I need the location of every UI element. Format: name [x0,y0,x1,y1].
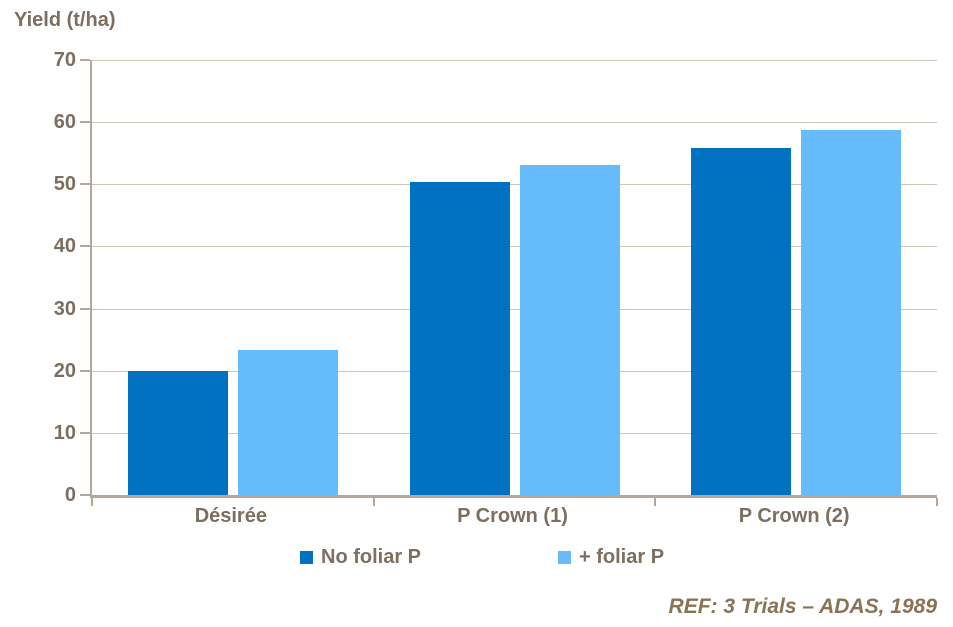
legend-swatch-no-foliar-p-icon [300,551,313,564]
legend-entry-plus-foliar-p: + foliar P [558,546,664,569]
gridline-40 [92,246,937,248]
x-axis-tick [936,498,938,506]
y-tick-label-40: 40 [53,235,76,258]
y-tick-label-20: 20 [53,359,76,382]
gridline-60 [92,122,937,124]
y-tick-label-70: 70 [53,49,76,71]
bar-p-crown-1--plus-foliar-p [519,165,620,495]
y-tick-label-30: 30 [53,297,76,320]
y-tick-label-10: 10 [53,421,76,444]
gridline-10 [92,432,937,434]
reference-note: REF: 3 Trials – ADAS, 1989 [668,595,937,618]
y-axis-tick [80,494,90,496]
category-label-p-crown-2: P Crown (2) [738,505,850,527]
legend-entry-no-foliar-p: No foliar P [300,546,421,569]
bar-p-crown-2--no-foliar-p [691,147,792,495]
category-label-p-crown-1: P Crown (1) [457,505,568,527]
y-tick-label-60: 60 [53,111,76,134]
y-tick-label-50: 50 [53,173,76,196]
y-axis-tick-labels: 0 10 20 30 40 50 60 70 [0,49,76,506]
x-axis-tick [654,498,657,506]
y-axis-tick [80,121,90,124]
legend-swatch-plus-foliar-p-icon [558,551,572,564]
bar-group-1 [92,60,374,495]
x-axis-tick [372,498,375,506]
y-tick-label-0: 0 [64,484,76,506]
x-axis-labels: Désirée P Crown (1) P Crown (2) [90,505,935,528]
bar-p-crown-2--plus-foliar-p [801,129,902,495]
gridline-50 [92,184,937,186]
legend-label-no-foliar-p: No foliar P [321,546,422,568]
legend-label-plus-foliar-p: + foliar P [579,546,665,568]
bars-row [92,60,937,495]
x-axis-tick [91,498,93,506]
gridline-30 [92,308,937,310]
y-axis-title: Yield (t/ha) [14,9,116,31]
bar-group-3 [655,60,937,495]
y-axis-tick [80,183,90,186]
y-axis-tick [80,431,90,434]
y-axis-tick [80,307,90,310]
y-axis-tick [80,369,90,372]
bar-d-sir-e-no-foliar-p [127,370,228,495]
bar-group-2 [374,60,656,495]
plot-area [80,59,938,506]
legend: No foliar P + foliar P [300,546,664,569]
y-axis-tick [80,245,90,248]
gridline-70 [92,60,937,61]
bar-p-crown-1--no-foliar-p [409,181,510,495]
category-label-desiree: Désirée [194,505,267,527]
gridline-20 [92,370,937,372]
y-axis-tick [80,59,90,61]
bar-d-sir-e-plus-foliar-p [237,350,338,495]
